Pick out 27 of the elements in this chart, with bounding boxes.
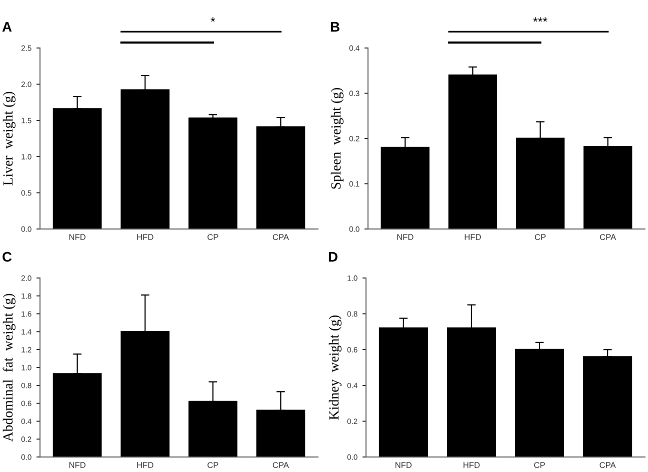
text: *** — [533, 17, 548, 22]
x-tick-label: NFD — [396, 462, 412, 468]
x-tick-label: HFD — [137, 462, 154, 468]
text: * — [210, 17, 216, 22]
x-tick-label: CP — [534, 234, 546, 240]
x-tick-label: CP — [208, 234, 218, 240]
x-tick-label: CP — [208, 462, 218, 468]
bar — [188, 118, 238, 229]
x-tick-label: CPA — [600, 462, 616, 468]
y-axis-title: Spleen weight (g) — [330, 88, 344, 189]
y-axis-title: Liver weight (g) — [2, 92, 16, 186]
x-tick-label: NFD — [69, 462, 86, 468]
y-axis-title: Abdominal fat weight (g) — [2, 294, 16, 442]
x-tick-label: CP — [534, 462, 545, 468]
chart-title: D — [328, 252, 338, 262]
x-tick-label: CPA — [600, 234, 616, 240]
x-tick-label: CPA — [272, 234, 289, 240]
y-axis-title: Kidney weight (g) — [328, 315, 342, 420]
x-tick-label: NFD — [397, 234, 414, 240]
x-tick-label: HFD — [137, 234, 154, 240]
x-tick-label: CPA — [272, 462, 289, 468]
chart-title: A — [2, 22, 12, 32]
x-tick-label: HFD — [464, 234, 481, 240]
chart-title: C — [2, 252, 12, 262]
x-tick-label: HFD — [464, 462, 480, 468]
x-tick-label: NFD — [69, 234, 86, 240]
chart-title: B — [330, 22, 340, 32]
